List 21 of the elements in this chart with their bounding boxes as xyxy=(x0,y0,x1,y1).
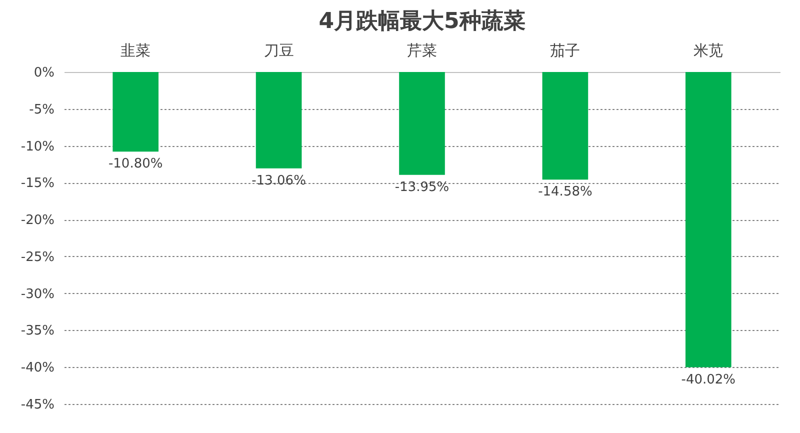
y-tick-label: 0% xyxy=(34,66,54,80)
y-tick-label: -30% xyxy=(20,286,54,302)
y-tick-label: -20% xyxy=(20,213,54,228)
data-label: -40.02% xyxy=(681,372,736,388)
y-tick-label: -45% xyxy=(20,398,54,412)
x-tick-label: 刀豆 xyxy=(264,42,294,60)
y-tick-label: -35% xyxy=(20,324,54,339)
x-tick-label: 韭菜 xyxy=(120,42,151,60)
data-label: -14.58% xyxy=(538,184,592,200)
data-label: -13.95% xyxy=(394,180,450,195)
y-tick-label: -40% xyxy=(20,360,54,376)
y-tick-label: -5% xyxy=(29,102,54,118)
data-label: -10.80% xyxy=(108,156,163,172)
x-tick-label: 茄子 xyxy=(550,42,580,60)
chart-title: 4月跌幅最大5种蔬菜 xyxy=(318,9,526,34)
data-label: -13.06% xyxy=(252,173,306,188)
x-tick-label: 米苋 xyxy=(693,42,724,60)
y-tick-label: -25% xyxy=(20,250,54,265)
y-tick-label: -10% xyxy=(20,139,54,154)
x-tick-label: 芹菜 xyxy=(407,42,437,60)
y-tick-label: -15% xyxy=(20,176,54,192)
